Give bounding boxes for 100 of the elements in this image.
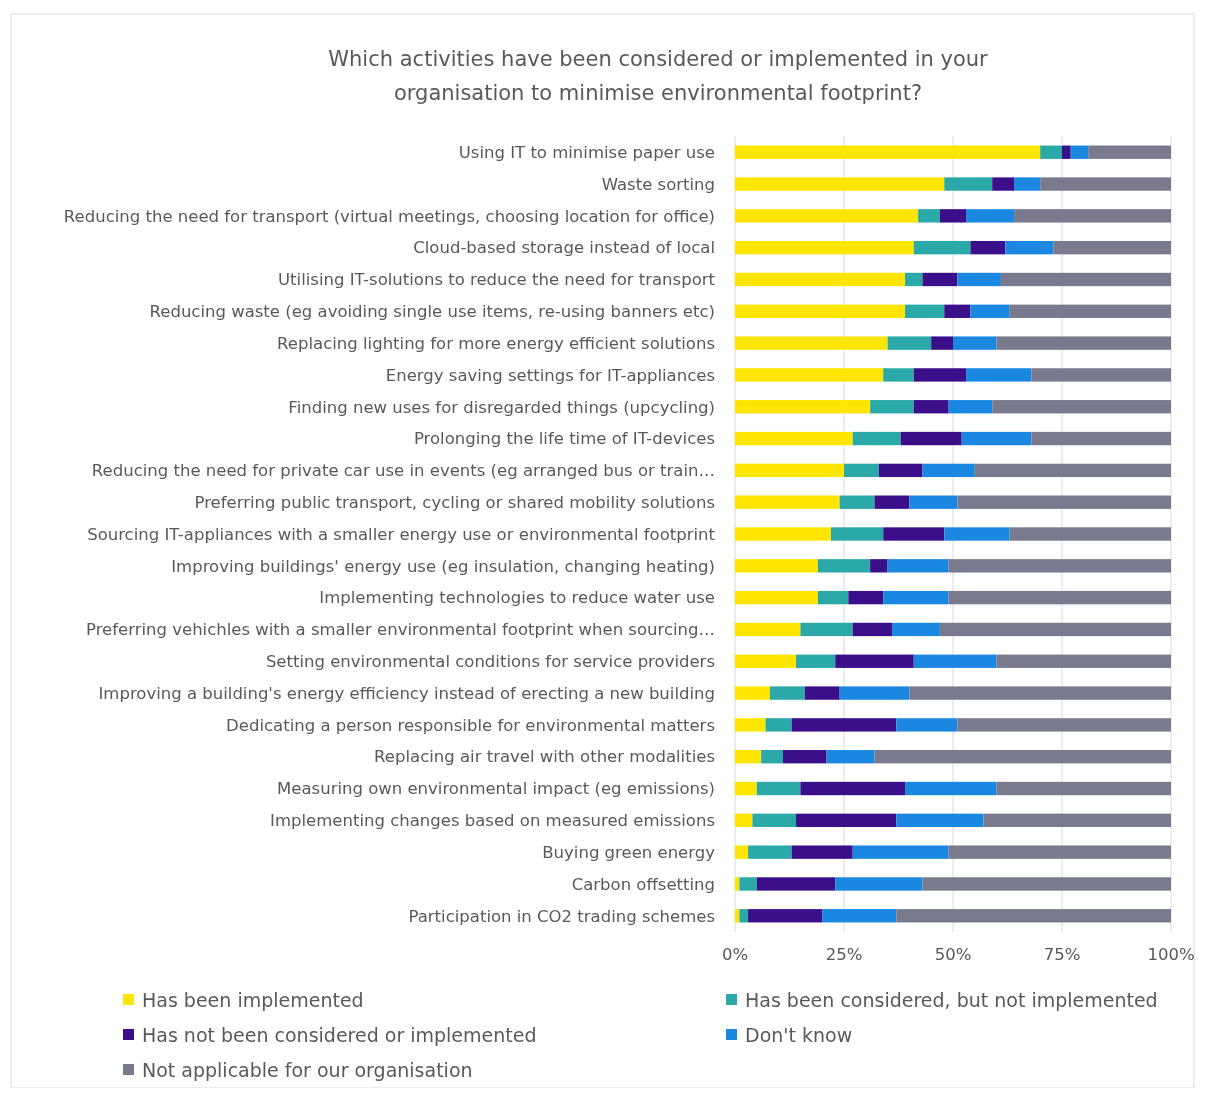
y-tick-label: Carbon offsetting — [571, 874, 715, 894]
bar — [756, 781, 801, 796]
bar — [735, 240, 914, 255]
bar — [735, 718, 766, 732]
bar — [748, 845, 792, 859]
y-tick-label: Utilising IT-solutions to reduce the need for transport — [278, 270, 716, 290]
bar — [1014, 209, 1171, 223]
y-tick-label: Preferring public transport, cycling or shared mobility solutions — [194, 492, 715, 512]
y-tick-label: Cloud-based storage instead of local — [413, 238, 715, 258]
y-tick-label: Participation in CO2 trading schemes — [408, 906, 715, 926]
bar — [735, 877, 740, 891]
bar — [1053, 240, 1171, 255]
bar — [905, 272, 923, 287]
bar — [996, 781, 1171, 796]
y-tick-label: Dedicating a person responsible for environmental matters — [226, 715, 715, 735]
bar — [1088, 145, 1171, 159]
bar — [913, 240, 971, 255]
bar — [874, 495, 910, 509]
bar — [852, 431, 901, 446]
bar — [1031, 368, 1171, 382]
y-tick-label: Buying green energy — [542, 842, 716, 862]
legend-label: Don't know — [745, 1023, 853, 1046]
bar — [913, 368, 967, 382]
y-tick-label: Energy saving settings for IT-appliances — [385, 365, 715, 385]
bar — [883, 527, 945, 541]
y-tick-label: Reducing the need for transport (virtual meetings, choosing location for office) — [63, 206, 715, 226]
bar — [761, 750, 783, 764]
bar — [839, 686, 910, 700]
bar — [896, 813, 984, 828]
x-tick-label: 0% — [721, 945, 749, 964]
bar — [739, 909, 749, 923]
bar — [905, 304, 945, 318]
y-tick-label: Replacing lighting for more energy efficient solutions — [277, 333, 715, 353]
bar — [966, 209, 1015, 223]
bar — [905, 781, 997, 796]
bar — [874, 750, 1171, 764]
bar — [835, 877, 923, 891]
bar — [900, 431, 962, 446]
bar — [961, 431, 1032, 446]
bar — [957, 272, 1001, 287]
bar — [966, 368, 1032, 382]
y-tick-label: Waste sorting — [601, 174, 715, 194]
bar — [970, 240, 1006, 255]
bar — [1040, 145, 1062, 159]
x-tick-label: 100% — [1147, 945, 1195, 964]
bar — [735, 781, 757, 796]
bar — [735, 750, 762, 764]
bar — [983, 813, 1171, 828]
bar — [735, 145, 1041, 159]
bar — [735, 527, 831, 541]
y-tick-label: Using IT to minimise paper use — [458, 143, 715, 162]
bar — [817, 559, 871, 573]
bar — [735, 495, 840, 509]
bar — [948, 400, 993, 414]
y-tick-label: Improving a building's energy efficiency instead of erecting a new building — [98, 683, 715, 703]
y-tick-label: Measuring own environmental impact (eg emissions) — [277, 779, 715, 799]
bar — [939, 622, 1171, 637]
bar — [735, 304, 906, 318]
bar — [852, 622, 892, 637]
bar — [852, 845, 949, 859]
bar — [735, 336, 888, 350]
bar — [883, 590, 949, 605]
bar — [992, 400, 1171, 414]
bar — [948, 845, 1171, 859]
y-tick-label: Replacing air travel with other modalities — [374, 747, 715, 767]
y-tick-label: Finding new uses for disregarded things (upcycling) — [288, 397, 715, 417]
bar — [996, 336, 1171, 350]
bar — [878, 463, 923, 478]
bar — [735, 654, 797, 668]
y-tick-label: Prolonging the life time of IT-devices — [413, 429, 715, 449]
bar — [735, 813, 753, 828]
bar — [944, 177, 993, 191]
bar — [782, 750, 827, 764]
bar — [839, 495, 875, 509]
y-tick-label: Reducing waste (eg avoiding single use items, re-using banners etc) — [149, 302, 715, 322]
y-tick-label: Implementing technologies to reduce water use — [319, 588, 715, 608]
bar — [913, 654, 997, 668]
bar — [922, 877, 1171, 891]
bar — [883, 368, 914, 382]
bar — [835, 654, 914, 668]
bar — [800, 622, 853, 637]
x-tick-label: 25% — [825, 945, 863, 964]
bar — [735, 622, 801, 637]
bar — [913, 400, 949, 414]
y-tick-label: Improving buildings' energy use (eg insulation, changing heating) — [171, 556, 715, 576]
bar — [996, 654, 1171, 668]
bar — [739, 877, 757, 891]
bar — [735, 463, 844, 478]
bar — [826, 750, 875, 764]
bar — [735, 400, 871, 414]
bar — [1040, 177, 1171, 191]
legend-label: Has been implemented — [142, 988, 364, 1011]
bar — [922, 272, 958, 287]
bar — [735, 209, 919, 223]
bar — [791, 845, 853, 859]
bar — [944, 527, 1010, 541]
bar — [748, 909, 823, 923]
bar — [1005, 240, 1054, 255]
y-tick-label: Setting environmental conditions for service providers — [265, 652, 715, 672]
bar — [817, 590, 849, 605]
